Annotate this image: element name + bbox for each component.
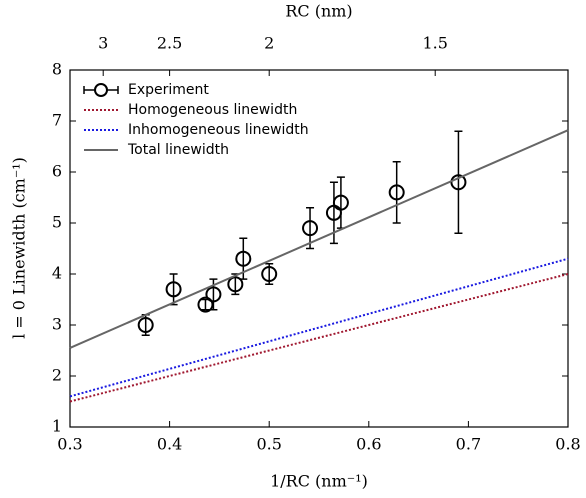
x-tick-label: 0.3 bbox=[57, 435, 82, 454]
series-line bbox=[69, 257, 569, 398]
legend-symbol bbox=[94, 83, 108, 97]
x2-tick-label: 2 bbox=[264, 34, 274, 53]
error-bar bbox=[454, 130, 463, 234]
data-point bbox=[332, 194, 349, 211]
y-axis-label: l = 0 Linewidth (cm⁻¹) bbox=[10, 157, 29, 339]
x-tick-label: 0.7 bbox=[456, 435, 481, 454]
y-tick-label: 7 bbox=[52, 111, 62, 130]
error-bar bbox=[169, 273, 178, 306]
error-bar bbox=[201, 298, 210, 311]
series-line bbox=[69, 273, 569, 403]
data-point bbox=[165, 281, 182, 298]
data-point bbox=[137, 317, 154, 333]
y-tick-label: 8 bbox=[52, 60, 62, 79]
y-tick-label: 3 bbox=[52, 315, 62, 334]
y-tick-label: 2 bbox=[52, 366, 62, 385]
x2-axis-label: RC (nm) bbox=[285, 2, 352, 21]
error-bar bbox=[336, 176, 345, 229]
error-bar bbox=[392, 161, 401, 224]
series-line bbox=[69, 129, 569, 349]
legend-label: Total linewidth bbox=[127, 142, 229, 158]
data-point bbox=[235, 250, 252, 267]
x-tick-label: 0.6 bbox=[356, 435, 381, 454]
x-tick-label: 0.8 bbox=[555, 435, 580, 454]
legend-label: Homogeneous linewidth bbox=[128, 102, 297, 118]
x-axis-label: 1/RC (nm⁻¹) bbox=[270, 472, 368, 491]
x2-tick-label: 3 bbox=[98, 34, 108, 53]
x-tick-label: 0.4 bbox=[157, 435, 182, 454]
data-point bbox=[227, 276, 244, 293]
data-point bbox=[302, 220, 319, 237]
legend-label: Inhomogeneous linewidth bbox=[128, 122, 309, 138]
plot-frame bbox=[69, 69, 569, 428]
x2-tick-label: 1.5 bbox=[422, 34, 447, 53]
y-tick-label: 4 bbox=[52, 264, 62, 283]
data-point bbox=[197, 296, 214, 313]
data-point bbox=[261, 266, 278, 282]
y-tick-label: 5 bbox=[52, 213, 62, 232]
error-bar bbox=[306, 206, 315, 250]
y-tick-label: 6 bbox=[52, 162, 62, 181]
x-tick-label: 0.5 bbox=[256, 435, 281, 454]
data-point bbox=[205, 286, 222, 303]
data-point bbox=[388, 184, 405, 201]
legend-label: Experiment bbox=[128, 82, 209, 98]
y-tick-label: 1 bbox=[52, 417, 62, 436]
x2-tick-label: 2.5 bbox=[157, 34, 182, 53]
